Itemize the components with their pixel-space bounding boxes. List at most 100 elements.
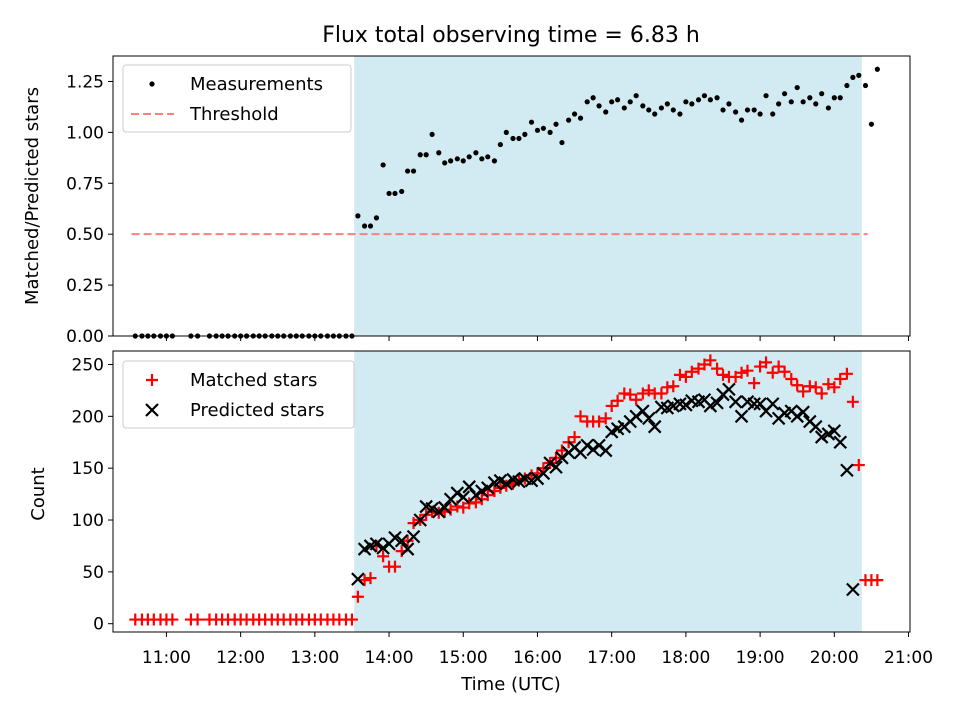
matched-stars-point [166,613,179,626]
top-panel-legend: Measurements Threshold [122,64,352,133]
measurement-point [497,141,503,148]
measurement-point [621,105,627,111]
matched-stars-point [846,395,859,408]
y-tick-label: 0.25 [66,276,104,296]
matched-stars-point [401,534,414,547]
predicted-stars-point [734,409,749,424]
measurement-point [250,333,256,339]
measurement-point [794,84,800,91]
x-tick-label: 13:00 [290,648,339,668]
measurement-point [720,107,726,113]
measurement-point [373,215,380,221]
matched-stars-point [351,590,364,603]
measurement-point [534,127,541,133]
measurement-point [868,121,875,127]
measurement-point [776,101,782,107]
measurement-point [392,190,398,197]
predicted-stars-point [586,442,600,457]
measurement-point [664,101,670,107]
legend-box [122,64,352,133]
matched-stars-point [345,613,358,626]
measurement-point [850,74,856,80]
measurement-point [306,333,312,339]
measurement-point [701,93,708,99]
legend-label-matched-stars: Matched stars [190,370,317,391]
y-tick-label: 50 [82,563,104,583]
matched-stars-point [605,399,618,412]
legend-label-measurements: Measurements [190,74,323,95]
x-tick-label: 17:00 [587,648,636,668]
predicted-stars-point [456,490,471,504]
matched-stars-point [852,459,865,472]
measurement-point [609,99,615,105]
predicted-stars-point [351,572,365,586]
y-tick-label: 0 [93,615,104,635]
measurement-point [726,101,732,107]
matched-stars-point [716,368,729,381]
measurement-point [275,333,281,339]
measurement-point [479,156,485,162]
predicted-stars-point [376,541,390,555]
measurement-point [299,333,305,339]
matched-stars-point [191,613,204,626]
matched-stars-point [797,385,810,398]
predicted-stars-point [747,397,761,411]
matched-stars-point [834,372,847,385]
predicted-stars-point [450,486,465,500]
measurement-point [157,333,164,339]
predicted-stars-point [543,456,557,470]
bottom-panel: 0 50 100 150 200 250 Count Matched stars Pred… [28,350,911,635]
y-tick-label: 250 [72,355,104,375]
top-panel-ylabel: Matched/Predicted stars [22,87,43,305]
legend-marker-predicted-stars [145,403,159,417]
measurement-point [707,97,713,103]
matched-stars-point [358,574,371,587]
measurement-point [429,131,435,137]
measurement-point [510,135,516,142]
predicted-stars-point [388,530,402,545]
measurement-point [553,121,559,127]
y-tick-label: 0.75 [66,174,104,194]
predicted-stars-point [827,424,842,438]
measurement-point [312,333,318,339]
measurement-point [646,107,652,113]
measurement-point [169,333,175,339]
matched-stars-point [735,366,748,379]
matched-stars-point [778,365,791,378]
measurement-point [386,190,392,197]
measurement-point [318,333,324,339]
x-tick-label: 14:00 [365,648,414,668]
y-tick-label: 150 [72,459,104,479]
predicted-stars-point [394,533,409,548]
matched-stars-point [711,362,724,375]
predicted-stars-point [413,513,428,527]
predicted-stars-point [400,542,415,556]
x-axis-label: Time (UTC) [460,674,561,695]
x-tick-label: 15:00 [439,648,488,668]
matched-stars-point [481,489,494,502]
measurement-point [733,109,739,115]
matched-stars-point [704,354,717,367]
measurement-point [219,333,225,339]
measurement-point [225,333,231,339]
predicted-stars-point [536,466,551,481]
measurement-point [410,168,417,174]
measurement-point [528,119,535,125]
measurement-point [837,95,843,101]
matched-stars-point [655,387,668,400]
measurement-point [145,333,151,339]
top-panel-frame [112,55,911,337]
measurement-point [738,117,745,123]
measurement-point [206,333,213,339]
measurement-point [862,82,869,89]
measurement-point [423,152,429,158]
y-tick-label: 1.00 [66,123,104,143]
measurement-point [238,333,244,339]
measurement-point [436,150,442,156]
legend-marker-measurements [149,81,155,87]
measurement-point [454,156,460,162]
matched-stars-point [785,372,798,385]
measurement-point [163,333,170,339]
measurement-point [566,117,572,123]
predicted-stars-point [765,397,780,411]
